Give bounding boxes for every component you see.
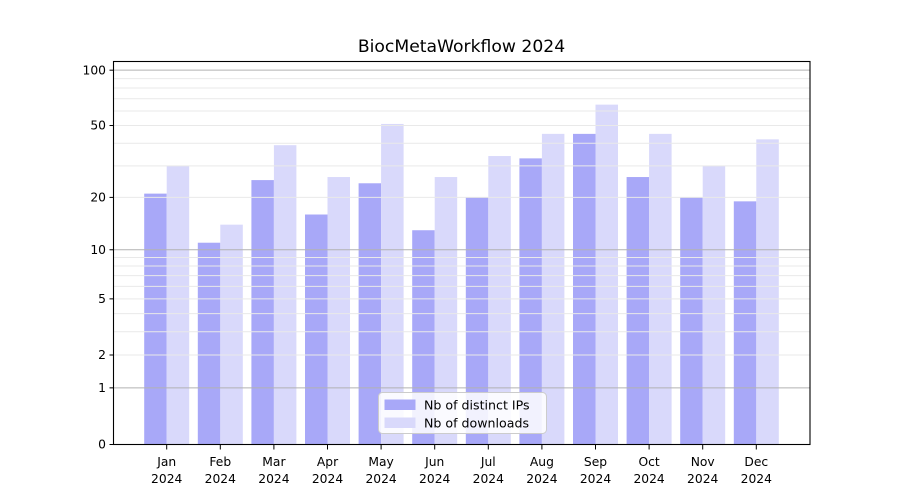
y-tick-label: 100 bbox=[83, 63, 106, 77]
x-tick-label-year: 2024 bbox=[526, 472, 557, 486]
x-tick-label-month: Aug bbox=[530, 455, 554, 469]
x-tick-label-year: 2024 bbox=[258, 472, 289, 486]
legend-label-downloads: Nb of downloads bbox=[424, 416, 529, 431]
bar-downloads-jan bbox=[166, 165, 190, 445]
y-tick-label: 1 bbox=[98, 381, 106, 395]
x-tick-label-year: 2024 bbox=[312, 472, 343, 486]
legend-swatch-downloads bbox=[384, 417, 416, 428]
x-tick-label-month: Dec bbox=[744, 455, 768, 469]
bar-distinct-ips-sep bbox=[573, 133, 596, 445]
legend: Nb of distinct IPs Nb of downloads bbox=[378, 392, 547, 434]
y-tick-label: 5 bbox=[98, 292, 106, 306]
chart-title: BiocMetaWorkflow 2024 bbox=[358, 37, 565, 57]
bar-downloads-oct bbox=[649, 133, 672, 445]
legend-box bbox=[378, 392, 547, 434]
x-tick-label-month: Jun bbox=[424, 455, 444, 469]
bar-downloads-may bbox=[381, 123, 404, 445]
bar-downloads-sep bbox=[595, 104, 618, 445]
bar-distinct-ips-aug bbox=[519, 158, 542, 445]
x-tick-label-year: 2024 bbox=[473, 472, 504, 486]
bar-distinct-ips-feb bbox=[197, 242, 221, 445]
x-tick-label-year: 2024 bbox=[151, 472, 182, 486]
x-tick-label-year: 2024 bbox=[687, 472, 718, 486]
x-tick-label-year: 2024 bbox=[741, 472, 772, 486]
bar-distinct-ips-nov bbox=[680, 197, 703, 445]
plot-border bbox=[112, 60, 811, 446]
x-axis: Jan 2024 Feb 2024 Mar 2024 Apr 2024 May 2024 Jun 20… bbox=[151, 444, 772, 486]
x-tick-label-year: 2024 bbox=[419, 472, 450, 486]
x-tick-label-month: Nov bbox=[691, 455, 715, 469]
x-tick-label-month: Oct bbox=[638, 455, 659, 469]
bar-distinct-ips-apr bbox=[305, 214, 328, 445]
x-tick-label-month: Jan bbox=[156, 455, 176, 469]
x-tick-label-month: Jul bbox=[480, 455, 496, 469]
bar-distinct-ips-jan bbox=[144, 193, 167, 445]
bar-distinct-ips-jul bbox=[465, 197, 489, 445]
y-tick-label: 20 bbox=[90, 191, 106, 205]
bar-downloads-apr bbox=[327, 177, 350, 445]
bar-downloads-jul bbox=[488, 156, 511, 445]
bar-distinct-ips-jun bbox=[412, 230, 435, 445]
legend-swatch-distinct-ips bbox=[384, 399, 416, 410]
gridlines-layer bbox=[113, 69, 810, 389]
bar-downloads-dec bbox=[756, 139, 779, 445]
legend-label-distinct-ips: Nb of distinct IPs bbox=[424, 398, 530, 413]
x-tick-label-year: 2024 bbox=[633, 472, 664, 486]
y-tick-label: 50 bbox=[90, 119, 106, 133]
bar-distinct-ips-mar bbox=[251, 180, 274, 445]
bar-distinct-ips-dec bbox=[733, 201, 757, 445]
x-tick-label-month: Mar bbox=[262, 455, 286, 469]
x-tick-label-month: Apr bbox=[317, 455, 339, 469]
bars-layer bbox=[144, 104, 779, 445]
x-tick-label-year: 2024 bbox=[205, 472, 236, 486]
bar-downloads-aug bbox=[541, 133, 565, 445]
x-tick-label-year: 2024 bbox=[365, 472, 396, 486]
y-tick-label: 0 bbox=[98, 438, 106, 452]
bar-downloads-feb bbox=[220, 224, 243, 445]
bar-distinct-ips-oct bbox=[626, 177, 650, 445]
y-tick-label: 10 bbox=[90, 243, 106, 257]
x-tick-label-year: 2024 bbox=[580, 472, 611, 486]
y-tick-label: 2 bbox=[98, 348, 106, 362]
x-tick-label-month: Sep bbox=[584, 455, 607, 469]
bar-downloads-mar bbox=[273, 145, 297, 445]
x-tick-label-month: May bbox=[368, 455, 393, 469]
bar-downloads-jun bbox=[434, 177, 458, 445]
x-tick-label-month: Feb bbox=[209, 455, 231, 469]
bar-downloads-nov bbox=[702, 165, 726, 445]
